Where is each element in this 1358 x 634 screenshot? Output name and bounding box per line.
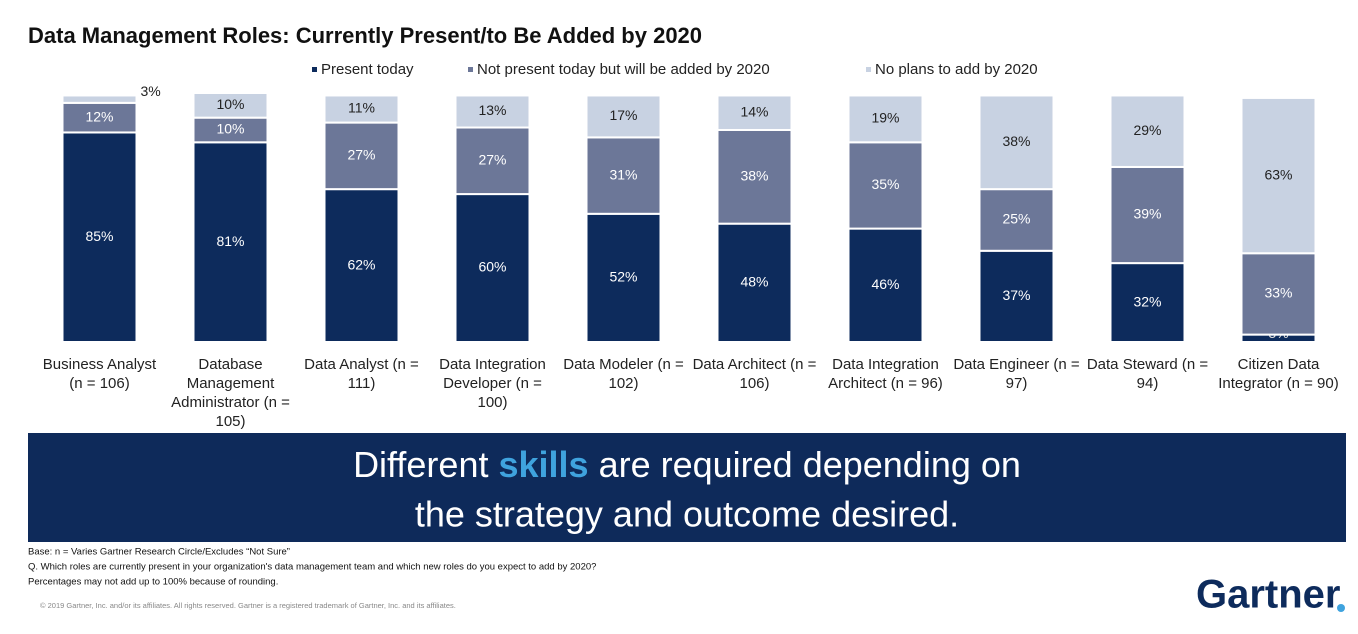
- legend-label: Not present today but will be added by 2…: [477, 61, 770, 78]
- data-label: 38%: [740, 168, 768, 184]
- bar-segment: [847, 227, 924, 343]
- bar-segment: [192, 92, 269, 119]
- legend-swatch: [866, 67, 871, 72]
- data-label: 19%: [871, 110, 899, 126]
- bar-segment: [978, 188, 1055, 252]
- data-label: 32%: [1133, 293, 1161, 309]
- bar-segment: [847, 141, 924, 230]
- data-label: 25%: [1002, 211, 1030, 227]
- bar-segment: [1109, 94, 1186, 168]
- x-tick-label: Data Steward (n = 94): [1086, 356, 1209, 392]
- data-label: 35%: [871, 176, 899, 192]
- legend-swatch: [468, 67, 473, 72]
- data-label: 29%: [1133, 122, 1161, 138]
- data-label: 31%: [609, 166, 637, 182]
- bar-segment: [192, 116, 269, 144]
- x-tick-label: Data Analyst (n = 111): [304, 356, 419, 392]
- data-label: 46%: [871, 276, 899, 292]
- legend-swatch: [312, 67, 317, 72]
- bar-segment: [61, 94, 138, 104]
- bar-segment: [978, 94, 1055, 191]
- banner-text: Different: [353, 444, 488, 485]
- data-label: 48%: [740, 274, 768, 290]
- banner-line: the strategy and outcome desired.: [415, 494, 959, 535]
- data-label: 10%: [216, 96, 244, 112]
- bar-segment: [716, 94, 793, 131]
- bar-segment: [1240, 252, 1317, 336]
- x-tick-label: Data Architect (n = 106): [692, 356, 817, 392]
- data-label: 11%: [348, 100, 375, 116]
- banner-line: Different skills are required depending …: [353, 444, 1021, 485]
- data-label: 39%: [1133, 206, 1161, 222]
- logo-dot: [1337, 604, 1345, 612]
- x-tick-label: Data Integration Developer (n = 100): [439, 356, 546, 411]
- data-label: 33%: [1264, 285, 1292, 301]
- bar-segment: [716, 128, 793, 225]
- bar-segment: [323, 94, 400, 124]
- bar-segment: [454, 193, 531, 343]
- bar-segment: [585, 94, 662, 139]
- bar-segment: [1240, 96, 1317, 255]
- bar-segment: [716, 222, 793, 343]
- bar-segment: [323, 188, 400, 343]
- data-label: 85%: [85, 228, 113, 244]
- chart-title: Data Management Roles: Currently Present…: [28, 23, 702, 48]
- data-label: 63%: [1264, 166, 1292, 182]
- bar-segment: [585, 212, 662, 343]
- legend-label: Present today: [321, 61, 414, 78]
- bar-segment: [1109, 262, 1186, 344]
- logo: Gartner: [1196, 573, 1341, 617]
- bar-segment: [454, 94, 531, 129]
- footnote: Base: n = Varies Gartner Research Circle…: [28, 547, 290, 558]
- data-label: 62%: [347, 256, 375, 272]
- banner: [28, 433, 1346, 542]
- footnote: Percentages may not add up to 100% becau…: [28, 577, 278, 588]
- x-tick-label: Data Integration Architect (n = 96): [828, 356, 943, 392]
- x-tick-label: Business Analyst (n = 106): [42, 356, 157, 392]
- x-tick-label: Database Management Administrator (n = 1…: [171, 356, 290, 430]
- bar-segment: [847, 94, 924, 144]
- data-label: 60%: [478, 259, 506, 275]
- data-label: 17%: [609, 107, 637, 123]
- data-label: 3%: [141, 83, 161, 99]
- x-tick-label: Citizen Data Integrator (n = 90): [1218, 356, 1339, 392]
- data-label: 27%: [478, 152, 506, 168]
- data-label: 12%: [85, 108, 113, 124]
- banner-highlight: skills: [498, 444, 588, 485]
- data-label: 13%: [478, 102, 506, 118]
- data-label: 37%: [1002, 287, 1030, 303]
- data-label: 27%: [347, 147, 375, 163]
- legend-label: No plans to add by 2020: [875, 61, 1038, 78]
- footnote: Q. Which roles are currently present in …: [28, 562, 596, 573]
- data-label: 81%: [216, 233, 244, 249]
- data-label: 14%: [740, 103, 768, 119]
- data-label: 10%: [216, 121, 244, 137]
- bar-segment: [192, 141, 269, 343]
- data-label: 38%: [1002, 133, 1030, 149]
- banner-text: are required depending on: [599, 444, 1021, 485]
- copyright: © 2019 Gartner, Inc. and/or its affiliat…: [40, 601, 456, 610]
- x-tick-label: Data Engineer (n = 97): [953, 356, 1080, 392]
- data-label: 52%: [609, 269, 637, 285]
- x-tick-label: Data Modeler (n = 102): [563, 356, 684, 392]
- bar-segment: [323, 121, 400, 191]
- bar-segment: [61, 131, 138, 343]
- bar-segment: [585, 136, 662, 215]
